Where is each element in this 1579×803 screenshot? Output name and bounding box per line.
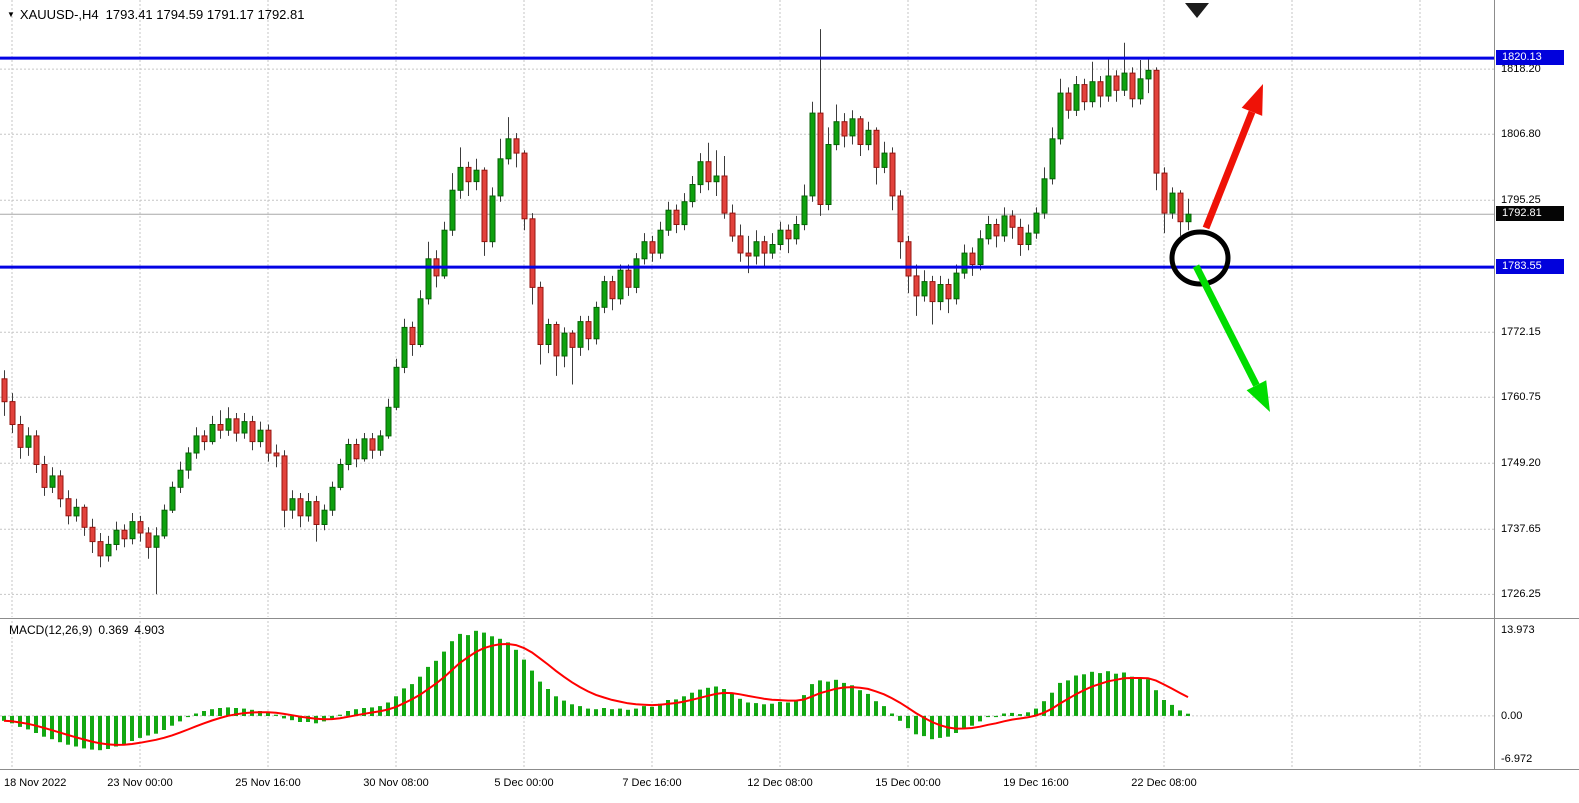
- macd-name: MACD(12,26,9): [9, 623, 93, 637]
- macd-axis-label: 0.00: [1501, 710, 1523, 722]
- macd-indicator-label: MACD(12,26,9) 0.369 4.903: [9, 623, 170, 637]
- price-axis-label: 1760.75: [1501, 391, 1541, 403]
- macd-signal-value: 4.903: [134, 623, 165, 637]
- blue-price-tag: 1783.55: [1496, 259, 1564, 274]
- time-axis-label: 23 Nov 00:00: [107, 777, 173, 789]
- time-axis-label: 25 Nov 16:00: [235, 777, 301, 789]
- chart-title: ▼ XAUUSD-,H4 1793.41 1794.59 1791.17 1792.…: [7, 7, 311, 22]
- ohlc-values: 1793.41 1794.59 1791.17 1792.81: [105, 7, 305, 22]
- time-axis-label: 22 Dec 08:00: [1131, 777, 1197, 789]
- chart-shift-marker-icon[interactable]: [1185, 3, 1209, 18]
- price-axis-label: 1726.25: [1501, 588, 1541, 600]
- price-axis-label: 1806.80: [1501, 128, 1541, 140]
- price-axis-label: 1772.15: [1501, 326, 1541, 338]
- macd-axis-label: -6.972: [1501, 753, 1533, 765]
- price-axis-label: 1749.20: [1501, 457, 1541, 469]
- time-axis-label: 12 Dec 08:00: [747, 777, 813, 789]
- time-axis-label: 18 Nov 2022: [4, 777, 67, 789]
- candle-bodies-layer: [1, 69, 1192, 557]
- time-axis-label: 30 Nov 08:00: [363, 777, 429, 789]
- macd-signal-line: [3, 642, 1189, 746]
- entry-zone-circle[interactable]: [1169, 229, 1231, 287]
- price-axis-label: 1737.65: [1501, 523, 1541, 535]
- bullish-scenario-arrow[interactable]: [1202, 84, 1263, 230]
- bearish-scenario-arrow[interactable]: [1192, 264, 1270, 412]
- ohlc-toggle-icon[interactable]: ▼: [7, 10, 15, 19]
- macd-main-value: 0.369: [98, 623, 129, 637]
- price-axis-label: 1818.20: [1501, 63, 1541, 75]
- time-axis-label: 5 Dec 00:00: [494, 777, 554, 789]
- macd-axis-label: 13.973: [1501, 624, 1535, 636]
- grid-layer: [0, 0, 1494, 768]
- time-axis-label: 15 Dec 00:00: [875, 777, 941, 789]
- blue-price-tag: 1820.13: [1496, 50, 1564, 65]
- macd-histogram-layer: [2, 630, 1190, 751]
- time-axis-label: 7 Dec 16:00: [622, 777, 682, 789]
- black-price-tag: 1792.81: [1496, 206, 1564, 221]
- time-axis-label: 19 Dec 16:00: [1003, 777, 1069, 789]
- pane-dividers: [0, 0, 1579, 770]
- price-axis-label: 1795.25: [1501, 194, 1541, 206]
- symbol-timeframe-label: XAUUSD-,H4: [19, 7, 99, 22]
